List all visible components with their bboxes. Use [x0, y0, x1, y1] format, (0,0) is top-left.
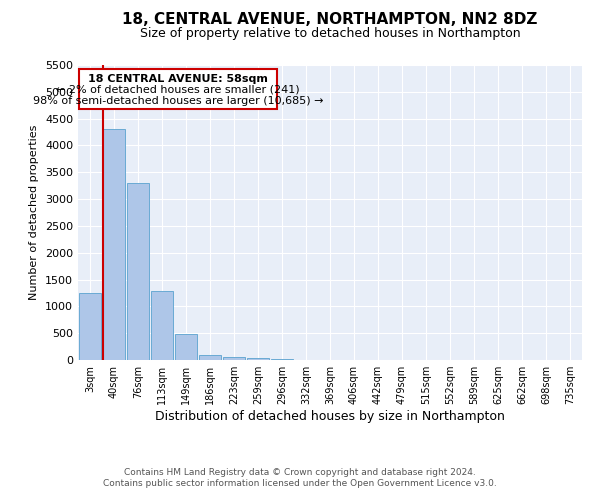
Bar: [79, 293, 101, 360]
Text: 18 CENTRAL AVENUE: 58sqm: 18 CENTRAL AVENUE: 58sqm: [88, 74, 268, 84]
Text: 98% of semi-detached houses are larger (10,685) →: 98% of semi-detached houses are larger (…: [33, 96, 323, 106]
Bar: [223, 357, 245, 360]
Text: Contains HM Land Registry data © Crown copyright and database right 2024.
Contai: Contains HM Land Registry data © Crown c…: [103, 468, 497, 487]
Y-axis label: Number of detached properties: Number of detached properties: [29, 125, 40, 300]
Bar: [103, 130, 125, 360]
FancyBboxPatch shape: [79, 70, 277, 109]
Bar: [175, 334, 197, 360]
Bar: [271, 359, 293, 360]
Text: Size of property relative to detached houses in Northampton: Size of property relative to detached ho…: [140, 28, 520, 40]
Bar: [199, 354, 221, 360]
Text: 18, CENTRAL AVENUE, NORTHAMPTON, NN2 8DZ: 18, CENTRAL AVENUE, NORTHAMPTON, NN2 8DZ: [122, 12, 538, 28]
Bar: [151, 292, 173, 360]
X-axis label: Distribution of detached houses by size in Northampton: Distribution of detached houses by size …: [155, 410, 505, 423]
Bar: [247, 358, 269, 360]
Bar: [127, 183, 149, 360]
Text: ← 2% of detached houses are smaller (241): ← 2% of detached houses are smaller (241…: [56, 85, 300, 95]
